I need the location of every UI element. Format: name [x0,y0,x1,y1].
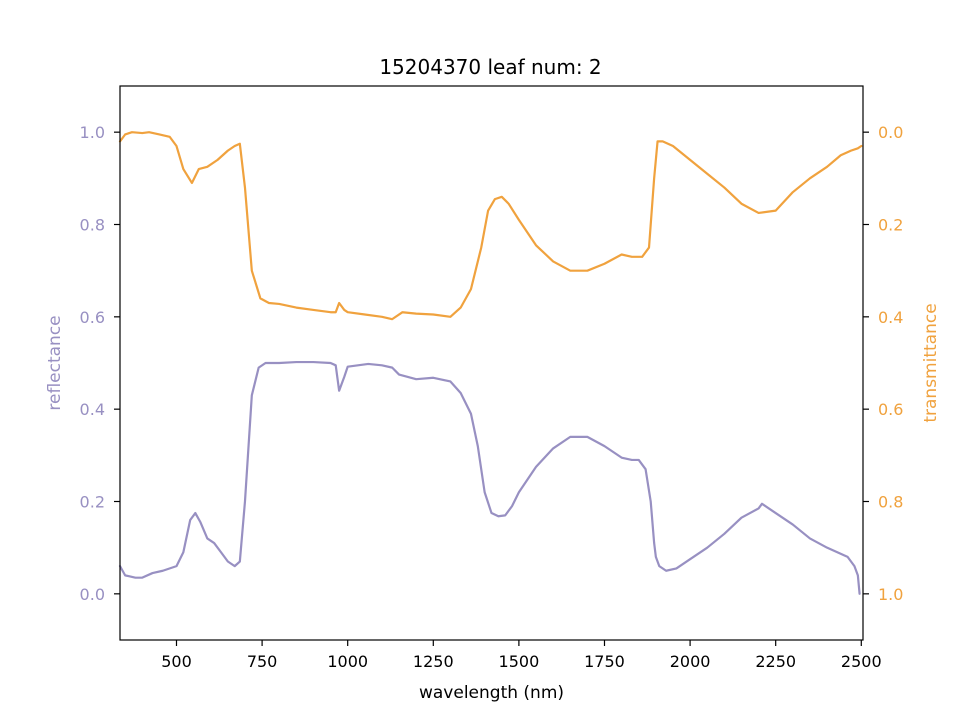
x-axis: 500 750 1000 1250 1500 1750 2000 2250 2500 [161,640,882,671]
x-tick-label: 2000 [670,652,711,671]
y-right-tick-label: 1.0 [878,585,903,604]
chart-title: 15204370 leaf num: 2 [379,55,601,79]
y-right-tick-label: 0.4 [878,308,903,327]
series-layer [118,131,863,595]
series-line-left [118,360,861,595]
y-left-tick-label: 0.6 [80,308,105,327]
x-tick-label: 500 [161,652,192,671]
x-tick-label: 1250 [413,652,454,671]
y-left-tick-label: 0.8 [80,216,105,235]
y-axis-left: 0.0 0.2 0.4 0.6 0.8 1.0 [80,123,120,604]
y-axis-right: 0.0 0.2 0.4 0.6 0.8 1.0 [863,123,903,604]
series-line-right [118,131,863,321]
x-tick-label: 1500 [499,652,540,671]
x-tick-label: 750 [247,652,278,671]
y-left-tick-label: 0.2 [80,493,105,512]
y-right-tick-label: 0.0 [878,123,903,142]
x-tick-label: 2500 [841,652,882,671]
x-axis-title: wavelength (nm) [419,683,564,703]
y-right-tick-label: 0.6 [878,400,903,419]
y-right-tick-label: 0.8 [878,493,903,512]
y-left-tick-label: 0.4 [80,400,105,419]
y-left-tick-label: 0.0 [80,585,105,604]
y-right-tick-label: 0.2 [878,216,903,235]
x-tick-label: 1750 [584,652,625,671]
plot-frame [119,85,864,641]
y-right-axis-title: transmittance [921,303,941,422]
y-left-tick-label: 1.0 [80,123,105,142]
y-left-axis-title: reflectance [45,315,65,410]
x-tick-label: 2250 [755,652,796,671]
x-tick-label: 1000 [327,652,368,671]
